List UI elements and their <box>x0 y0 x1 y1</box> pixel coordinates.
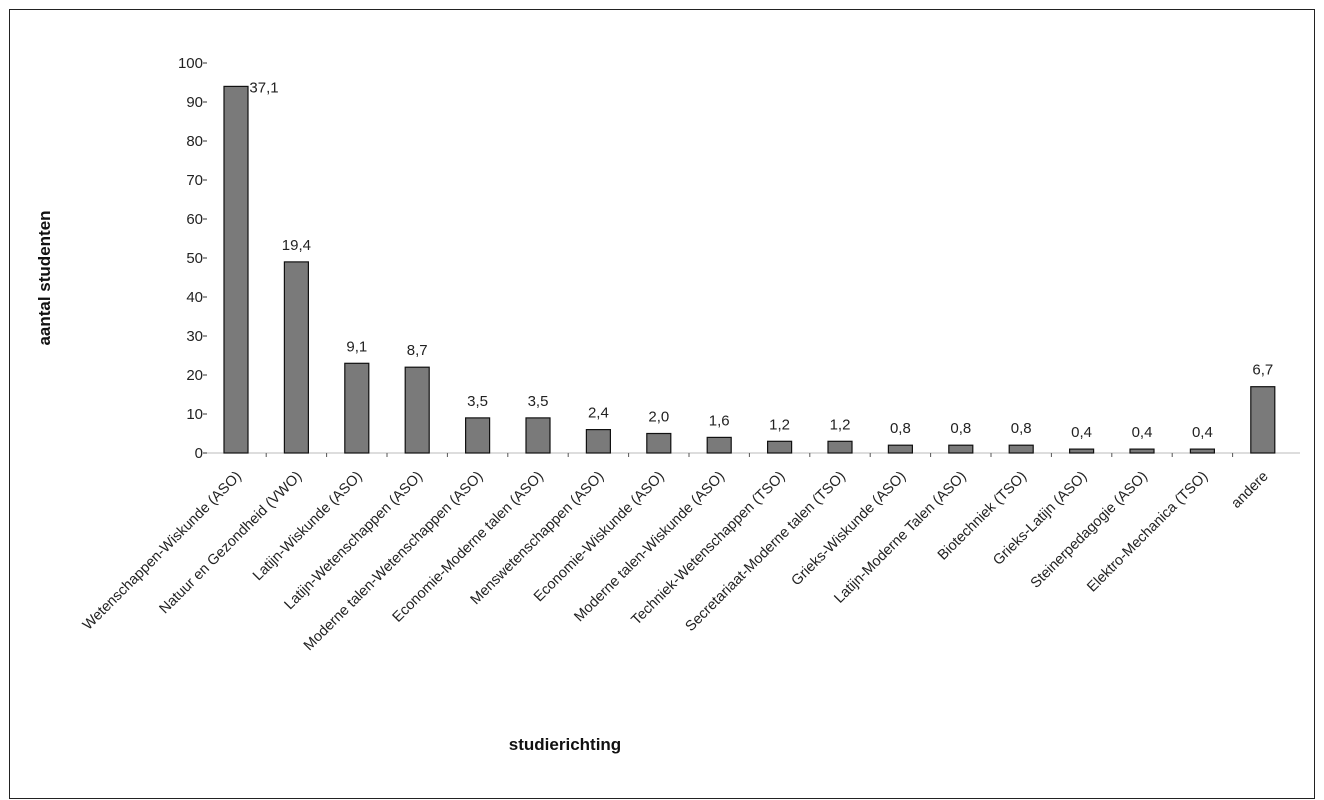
chart-frame: 0 10 20 30 40 50 60 70 80 90 100 37,1 19,4 9,1 8,7 3,5… <box>9 9 1315 799</box>
bar-chart: 0 10 20 30 40 50 60 70 80 90 100 37,1 19,4 9,1 8,7 3,5… <box>35 55 1300 754</box>
y-tick-label: 70 <box>186 172 203 189</box>
bar <box>1129 448 1155 454</box>
y-axis-title: aantal studenten <box>35 210 54 345</box>
data-label: 0,8 <box>950 420 971 437</box>
y-tick-label: 100 <box>178 55 203 72</box>
bar <box>1250 386 1276 454</box>
data-label: 1,6 <box>709 412 730 429</box>
bar <box>1068 448 1095 454</box>
category-label: Steinerpedagogie (ASO) <box>1028 469 1151 592</box>
data-label: 37,1 <box>249 79 278 96</box>
data-label: 1,2 <box>769 416 790 433</box>
data-labels: 37,1 19,4 9,1 8,7 3,5 3,5 2,4 2,0 1,6 1,2 1,2 0,8 0,… <box>249 79 1273 441</box>
data-label: 0,4 <box>1071 424 1092 441</box>
x-axis-title: studierichting <box>509 735 621 754</box>
bar <box>1189 448 1216 454</box>
y-tick-label: 10 <box>186 406 203 423</box>
y-tick-label: 60 <box>186 211 203 228</box>
y-tick-label: 80 <box>186 133 203 150</box>
bar <box>585 429 612 454</box>
bar <box>283 261 309 454</box>
bar <box>525 417 551 454</box>
data-label: 2,0 <box>648 409 669 426</box>
bar <box>1008 444 1034 454</box>
y-tick-label: 0 <box>195 445 203 462</box>
data-label: 9,1 <box>346 338 367 355</box>
y-tick-label: 30 <box>186 328 203 345</box>
bar <box>223 85 249 454</box>
bar <box>948 444 974 454</box>
data-label: 8,7 <box>407 342 428 359</box>
data-label: 19,4 <box>282 237 311 254</box>
bars <box>223 85 1276 454</box>
category-label: andere <box>1228 469 1271 512</box>
bar <box>827 440 853 454</box>
data-label: 0,4 <box>1192 424 1213 441</box>
data-label: 0,4 <box>1132 424 1153 441</box>
y-tick-label: 50 <box>186 250 203 267</box>
bar <box>646 432 672 454</box>
y-tick-label: 40 <box>186 289 203 306</box>
y-tick-label: 20 <box>186 367 203 384</box>
data-label: 0,8 <box>890 420 911 437</box>
category-labels: Wetenschappen-Wiskunde (ASO)Natuur en Ge… <box>80 469 1272 655</box>
data-label: 2,4 <box>588 405 609 422</box>
data-label: 1,2 <box>830 416 851 433</box>
data-label: 3,5 <box>528 393 549 410</box>
data-label: 0,8 <box>1011 420 1032 437</box>
data-label: 3,5 <box>467 393 488 410</box>
bar <box>887 444 914 454</box>
bar <box>404 366 430 454</box>
x-axis <box>207 452 1300 457</box>
bar <box>706 436 732 454</box>
bar <box>766 440 793 454</box>
bar <box>465 417 491 454</box>
category-label: Grieks-Wiskunde (ASO) <box>789 469 910 590</box>
bar <box>344 362 370 454</box>
y-tick-label: 90 <box>186 94 203 111</box>
category-label: Latijn-Wiskunde (ASO) <box>250 469 366 585</box>
y-axis: 0 10 20 30 40 50 60 70 80 90 100 <box>178 55 207 462</box>
category-label: Elektro-Mechanica (TSO) <box>1084 469 1211 596</box>
data-label: 6,7 <box>1252 362 1273 379</box>
